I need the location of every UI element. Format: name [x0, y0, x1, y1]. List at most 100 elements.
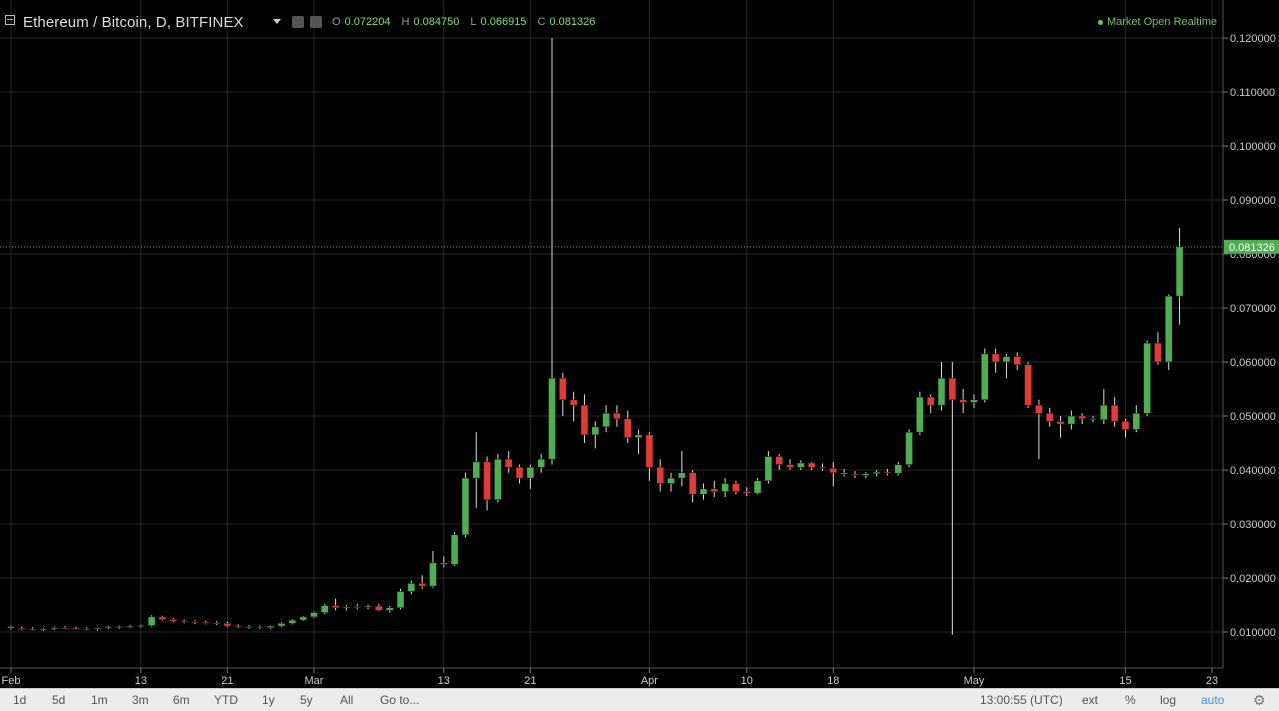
- range-ytd-button[interactable]: YTD: [214, 693, 238, 707]
- candle-body: [180, 620, 188, 623]
- y-tick-label: 0.070000: [1230, 303, 1276, 315]
- candle: [1110, 397, 1119, 427]
- candle-body: [375, 605, 383, 611]
- candle-body: [959, 399, 967, 403]
- candle: [916, 391, 924, 435]
- candle-body: [634, 434, 643, 438]
- candle-body: [223, 623, 232, 627]
- candle-body: [212, 622, 221, 625]
- candle: [1132, 405, 1141, 433]
- symbol-title[interactable]: Ethereum / Bitcoin, D, BITFINEX: [23, 14, 244, 31]
- clock-label: 13:00:55 (UTC): [980, 693, 1063, 707]
- candle: [569, 391, 578, 422]
- candle-body: [93, 627, 102, 630]
- range-5y-button[interactable]: 5y: [300, 693, 313, 707]
- log-toggle[interactable]: log: [1160, 693, 1177, 707]
- goto-button[interactable]: Go to...: [380, 693, 420, 707]
- candle-body: [277, 623, 286, 627]
- range-5d-button[interactable]: 5d: [52, 693, 66, 707]
- x-tick-label: 18: [827, 675, 839, 687]
- candle: [894, 461, 902, 476]
- candle: [169, 617, 178, 623]
- range-1m-button[interactable]: 1m: [91, 693, 108, 707]
- candle-body: [569, 399, 578, 406]
- candle-body: [494, 458, 502, 500]
- candle-body: [721, 483, 729, 492]
- candle: [732, 480, 740, 495]
- candle-body: [678, 472, 686, 479]
- candle-body: [385, 607, 394, 611]
- collapse-icon[interactable]: [5, 15, 15, 25]
- candle: [461, 472, 470, 538]
- price-chart[interactable]: 0.010000 0.020000 0.030000 0.040000 0.050000…: [0, 0, 1279, 688]
- candle-body: [732, 483, 740, 492]
- candle: [775, 453, 783, 470]
- candle: [634, 429, 643, 454]
- candle: [764, 451, 773, 484]
- close-key: C: [537, 16, 546, 28]
- y-tick-label: 0.020000: [1230, 573, 1276, 585]
- candle: [310, 611, 318, 618]
- candle-body: [126, 625, 134, 628]
- candle: [699, 483, 708, 500]
- candle: [926, 394, 935, 414]
- candle-body: [926, 396, 935, 406]
- candle: [872, 470, 881, 477]
- candle: [883, 468, 892, 476]
- candle: [1154, 332, 1162, 365]
- high-key: H: [401, 16, 410, 28]
- candle-body: [829, 468, 838, 473]
- candle-body: [991, 353, 1000, 363]
- range-1y-button[interactable]: 1y: [262, 693, 275, 707]
- candle: [50, 626, 59, 630]
- candle-body: [18, 627, 26, 630]
- candle: [82, 627, 91, 631]
- candle-body: [797, 462, 805, 468]
- ext-toggle[interactable]: ext: [1082, 693, 1099, 707]
- candle-body: [461, 477, 470, 536]
- gear-icon[interactable]: ⚙: [1253, 692, 1266, 708]
- candle: [288, 619, 297, 625]
- realtime-label: Realtime: [1173, 16, 1217, 28]
- settings-icon[interactable]: [310, 16, 322, 28]
- candle-body: [1067, 415, 1076, 425]
- candle: [580, 394, 589, 443]
- candle: [807, 461, 816, 470]
- open-key: O: [332, 16, 341, 28]
- price-axis: 0.010000 0.020000 0.030000 0.040000 0.050000…: [1223, 33, 1276, 639]
- range-6m-button[interactable]: 6m: [173, 693, 190, 707]
- candle: [1143, 340, 1151, 416]
- candle-body: [623, 418, 632, 438]
- candle: [202, 620, 210, 625]
- market-status-label: Market Open: [1106, 16, 1171, 28]
- percent-toggle[interactable]: %: [1125, 693, 1136, 707]
- range-all-button[interactable]: All: [340, 693, 354, 707]
- auto-toggle[interactable]: auto: [1201, 693, 1225, 707]
- ohlc-legend: O 0.072204 H 0.084750 L 0.066915 C 0.081326: [332, 16, 603, 28]
- candle-body: [515, 467, 524, 479]
- candle: [483, 456, 491, 511]
- candle-body: [548, 377, 556, 460]
- candle: [1100, 389, 1108, 425]
- candle-body: [50, 627, 59, 630]
- chevron-down-icon[interactable]: [273, 19, 281, 24]
- candle-body: [104, 626, 113, 629]
- candle: [375, 603, 383, 612]
- x-tick-label: 13: [135, 675, 147, 687]
- candle-body: [1100, 404, 1108, 421]
- candle: [970, 394, 978, 408]
- candle-body: [1175, 246, 1184, 297]
- range-3m-button[interactable]: 3m: [132, 693, 149, 707]
- candle: [1024, 362, 1032, 408]
- range-1d-button[interactable]: 1d: [13, 693, 27, 707]
- open-value: 0.072204: [344, 16, 391, 28]
- candle: [440, 556, 448, 568]
- y-tick-label: 0.040000: [1230, 465, 1276, 477]
- candle: [223, 621, 232, 628]
- candle-body: [905, 431, 913, 465]
- candle: [331, 598, 340, 611]
- candle-body: [310, 612, 318, 618]
- candle: [753, 478, 762, 495]
- eye-icon[interactable]: [292, 16, 304, 28]
- candle: [245, 624, 253, 629]
